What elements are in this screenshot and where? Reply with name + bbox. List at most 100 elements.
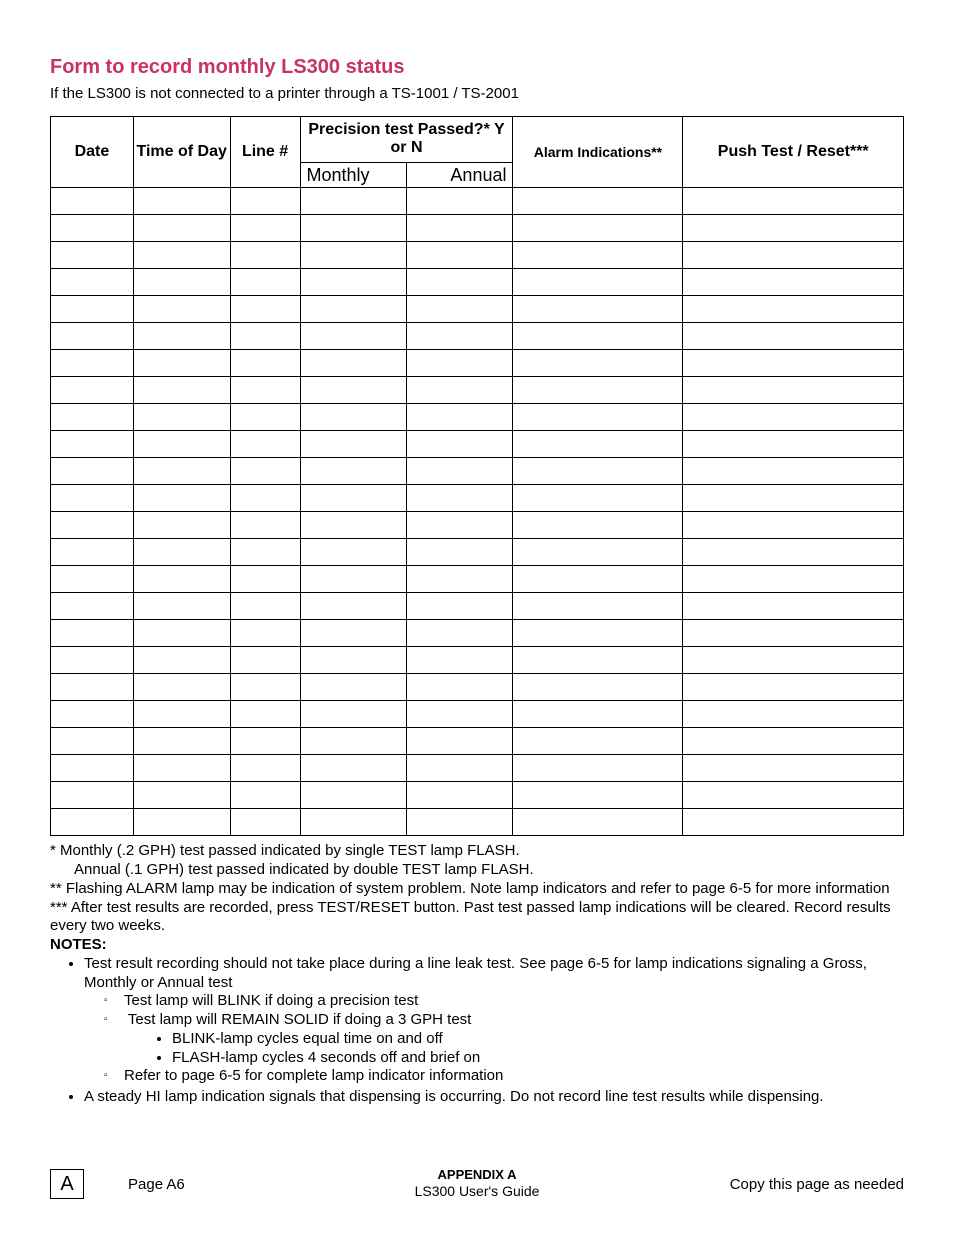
table-cell	[683, 566, 904, 593]
table-cell	[51, 674, 134, 701]
table-cell	[407, 242, 513, 269]
table-cell	[683, 674, 904, 701]
table-cell	[513, 809, 683, 836]
table-row	[51, 458, 904, 485]
table-row	[51, 377, 904, 404]
table-row	[51, 323, 904, 350]
table-cell	[513, 728, 683, 755]
table-row	[51, 242, 904, 269]
footnote-star1-line2: Annual (.1 GPH) test passed indicated by…	[50, 861, 904, 880]
table-cell	[230, 593, 300, 620]
table-row	[51, 728, 904, 755]
table-cell	[513, 296, 683, 323]
table-cell	[230, 404, 300, 431]
page-number: Page A6	[128, 1176, 185, 1193]
table-cell	[300, 755, 406, 782]
table-cell	[133, 377, 230, 404]
table-row	[51, 566, 904, 593]
table-row	[51, 674, 904, 701]
table-cell	[683, 350, 904, 377]
table-cell	[51, 404, 134, 431]
table-row	[51, 269, 904, 296]
table-cell	[133, 404, 230, 431]
page-footer: A Page A6 APPENDIX A LS300 User's Guide …	[50, 1169, 904, 1199]
table-cell	[300, 728, 406, 755]
table-cell	[51, 701, 134, 728]
table-cell	[513, 350, 683, 377]
form-title: Form to record monthly LS300 status	[50, 56, 904, 79]
footnote-star1-line1: * Monthly (.2 GPH) test passed indicated…	[50, 842, 904, 861]
table-cell	[133, 242, 230, 269]
table-cell	[407, 701, 513, 728]
table-row	[51, 404, 904, 431]
table-cell	[133, 323, 230, 350]
col-date: Date	[51, 117, 134, 188]
table-cell	[133, 431, 230, 458]
table-cell	[513, 512, 683, 539]
table-cell	[133, 188, 230, 215]
table-cell	[513, 701, 683, 728]
table-cell	[51, 809, 134, 836]
note-sub-1: Test lamp will BLINK if doing a precisio…	[124, 992, 904, 1011]
table-cell	[133, 269, 230, 296]
table-cell	[683, 188, 904, 215]
table-cell	[683, 809, 904, 836]
table-cell	[300, 215, 406, 242]
table-cell	[133, 350, 230, 377]
table-cell	[513, 215, 683, 242]
table-cell	[683, 269, 904, 296]
table-row	[51, 647, 904, 674]
table-cell	[683, 323, 904, 350]
table-cell	[230, 728, 300, 755]
table-cell	[683, 242, 904, 269]
table-cell	[683, 539, 904, 566]
table-cell	[513, 620, 683, 647]
table-cell	[300, 404, 406, 431]
table-cell	[683, 647, 904, 674]
table-cell	[51, 782, 134, 809]
table-cell	[300, 377, 406, 404]
table-cell	[51, 458, 134, 485]
table-row	[51, 485, 904, 512]
table-cell	[133, 296, 230, 323]
table-cell	[133, 647, 230, 674]
table-cell	[513, 539, 683, 566]
note-subsub-2: FLASH-lamp cycles 4 seconds off and brie…	[172, 1049, 904, 1068]
table-cell	[230, 485, 300, 512]
table-cell	[683, 512, 904, 539]
table-cell	[133, 566, 230, 593]
table-cell	[407, 404, 513, 431]
table-cell	[300, 458, 406, 485]
table-row	[51, 431, 904, 458]
table-cell	[683, 782, 904, 809]
table-cell	[230, 215, 300, 242]
table-row	[51, 539, 904, 566]
table-row	[51, 755, 904, 782]
table-cell	[407, 188, 513, 215]
table-cell	[683, 431, 904, 458]
copy-note: Copy this page as needed	[730, 1176, 904, 1193]
table-cell	[300, 431, 406, 458]
col-precision-monthly: Monthly	[300, 162, 406, 188]
table-cell	[300, 674, 406, 701]
table-cell	[300, 647, 406, 674]
table-cell	[51, 593, 134, 620]
table-cell	[300, 188, 406, 215]
table-cell	[230, 512, 300, 539]
table-cell	[407, 296, 513, 323]
footnote-star2: ** Flashing ALARM lamp may be indication…	[50, 880, 904, 899]
table-cell	[513, 674, 683, 701]
table-cell	[230, 674, 300, 701]
table-cell	[133, 458, 230, 485]
table-cell	[133, 728, 230, 755]
table-cell	[133, 809, 230, 836]
table-cell	[683, 458, 904, 485]
table-cell	[300, 512, 406, 539]
table-cell	[51, 566, 134, 593]
table-cell	[407, 539, 513, 566]
table-cell	[513, 377, 683, 404]
table-head: Date Time of Day Line # Precision test P…	[51, 117, 904, 188]
table-cell	[513, 647, 683, 674]
table-cell	[51, 377, 134, 404]
table-cell	[300, 809, 406, 836]
